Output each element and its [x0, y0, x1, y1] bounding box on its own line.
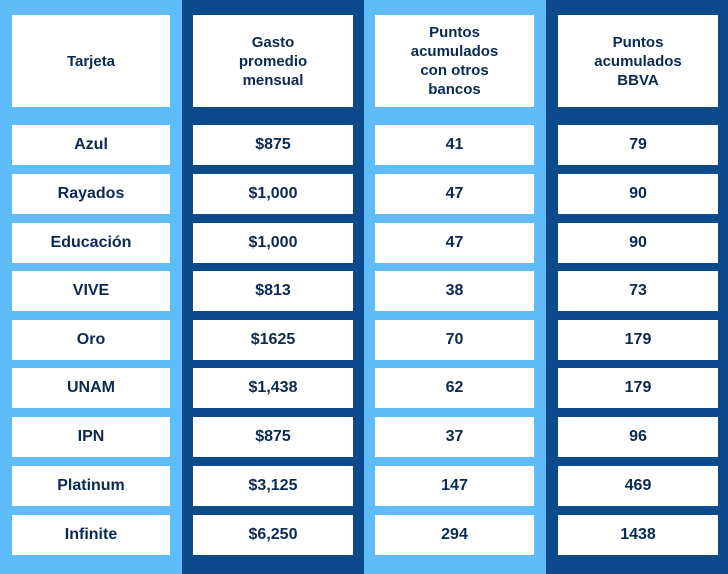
header-points-bbva: Puntos acumulados BBVA [558, 15, 718, 107]
cell-points-other: 41 [375, 125, 534, 165]
cell-card: Oro [12, 320, 170, 360]
cell-card: UNAM [12, 368, 170, 408]
cell-card: Platinum [12, 466, 170, 506]
cell-spend: $1625 [193, 320, 353, 360]
cell-spend: $1,000 [193, 174, 353, 214]
cell-points-other: 62 [375, 368, 534, 408]
cell-points-bbva: 96 [558, 417, 718, 457]
cell-points-bbva: 179 [558, 368, 718, 408]
cell-spend: $875 [193, 125, 353, 165]
column-monthly-spend: Gasto promedio mensual $875 $1,000 $1,00… [182, 0, 364, 574]
cell-points-other: 38 [375, 271, 534, 311]
cell-points-bbva: 73 [558, 271, 718, 311]
cell-spend: $1,000 [193, 223, 353, 263]
column-card: Tarjeta Azul Rayados Educación VIVE Oro … [0, 0, 182, 574]
cell-points-bbva: 90 [558, 174, 718, 214]
cell-card: IPN [12, 417, 170, 457]
cell-points-bbva: 79 [558, 125, 718, 165]
cell-points-bbva: 1438 [558, 515, 718, 555]
cell-spend: $875 [193, 417, 353, 457]
cell-points-bbva: 90 [558, 223, 718, 263]
column-points-bbva: Puntos acumulados BBVA 79 90 90 73 179 1… [546, 0, 728, 574]
cell-spend: $1,438 [193, 368, 353, 408]
cell-card: Infinite [12, 515, 170, 555]
cell-points-other: 147 [375, 466, 534, 506]
cell-points-other: 294 [375, 515, 534, 555]
cell-spend: $6,250 [193, 515, 353, 555]
cell-card: Rayados [12, 174, 170, 214]
cell-card: Azul [12, 125, 170, 165]
cell-spend: $3,125 [193, 466, 353, 506]
cell-points-other: 37 [375, 417, 534, 457]
cell-points-bbva: 179 [558, 320, 718, 360]
header-card: Tarjeta [12, 15, 170, 107]
cell-card: Educación [12, 223, 170, 263]
cell-points-other: 47 [375, 174, 534, 214]
cell-points-bbva: 469 [558, 466, 718, 506]
header-points-other-banks: Puntos acumulados con otros bancos [375, 15, 534, 107]
header-monthly-spend: Gasto promedio mensual [193, 15, 353, 107]
cell-spend: $813 [193, 271, 353, 311]
cell-card: VIVE [12, 271, 170, 311]
cell-points-other: 70 [375, 320, 534, 360]
cell-points-other: 47 [375, 223, 534, 263]
column-points-other-banks: Puntos acumulados con otros bancos 41 47… [364, 0, 546, 574]
